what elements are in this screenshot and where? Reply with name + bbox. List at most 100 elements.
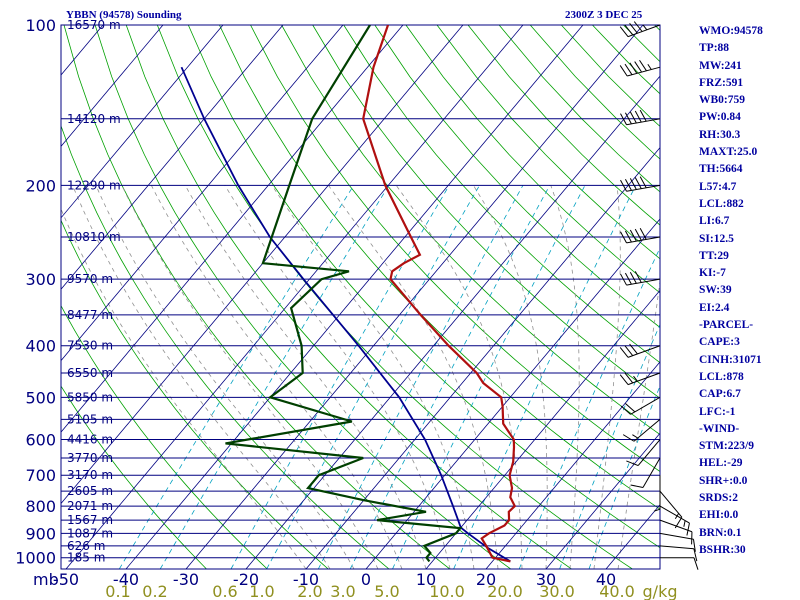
dry-adiabat bbox=[61, 385, 207, 569]
wind-barb bbox=[619, 59, 661, 77]
index-item: FRZ:591 bbox=[699, 76, 744, 89]
profile-lines bbox=[180, 25, 517, 563]
dry-adiabat bbox=[281, 25, 660, 436]
wind-barb-half-feather bbox=[653, 508, 661, 512]
moist-adiabat bbox=[473, 185, 548, 569]
index-item: -WIND- bbox=[699, 422, 740, 435]
wind-barb-feather bbox=[634, 228, 642, 241]
dry-adiabat bbox=[219, 25, 660, 510]
dry-adiabat bbox=[436, 25, 660, 260]
dry-adiabat bbox=[125, 25, 572, 569]
mixing-ratio-line bbox=[392, 185, 586, 569]
wind-barb-staff bbox=[642, 457, 661, 488]
wind-barb-feather bbox=[634, 61, 643, 73]
wind-barb-feather bbox=[624, 24, 634, 36]
pressure-label: 200 bbox=[25, 176, 56, 195]
mixing-ratio-label: 0.6 bbox=[212, 582, 237, 600]
wind-barb-staff bbox=[630, 396, 661, 415]
sounding-indices: WMO:94578 TP:88 MW:241 FRZ:591 WB0:759 PW:0.8… bbox=[699, 23, 763, 559]
moist-adiabat bbox=[617, 278, 660, 569]
station-title: YBBN (94578) Sounding bbox=[66, 9, 182, 21]
height-label-top: 16570 m bbox=[67, 18, 121, 32]
height-label: 626 m bbox=[67, 539, 105, 553]
mixing-ratio-label: 20.0 bbox=[487, 582, 523, 600]
isotherm bbox=[305, 146, 660, 569]
isotherm bbox=[425, 289, 660, 569]
wind-barb bbox=[620, 228, 661, 244]
index-item: L57:4.7 bbox=[699, 180, 737, 193]
isotherm bbox=[61, 25, 224, 219]
wind-barb-feather bbox=[619, 26, 629, 37]
background-lines bbox=[61, 25, 660, 569]
wind-barb bbox=[620, 109, 661, 126]
index-item: TP:88 bbox=[699, 42, 730, 55]
height-label: 3770 m bbox=[67, 451, 113, 465]
height-label: 1087 m bbox=[67, 526, 113, 540]
mixing-ratio-line bbox=[588, 385, 660, 569]
wind-barb-feather bbox=[692, 539, 696, 552]
height-label: 5105 m bbox=[67, 412, 113, 426]
axis-ticks bbox=[60, 24, 661, 570]
wind-barb-feather bbox=[624, 179, 632, 191]
wind-barb bbox=[659, 505, 690, 536]
height-label: 1567 m bbox=[67, 513, 113, 527]
temperature-label: 20 bbox=[476, 570, 496, 589]
index-item: HEL:-29 bbox=[699, 457, 743, 470]
wind-barb-half-feather bbox=[642, 24, 648, 31]
mixing-ratio-line bbox=[118, 185, 355, 569]
temperature-label: -50 bbox=[53, 570, 79, 589]
wind-barb-feather bbox=[624, 63, 633, 75]
height-label: 5850 m bbox=[67, 390, 113, 404]
isotherm bbox=[61, 25, 404, 433]
index-item: MAXT:25.0 bbox=[699, 146, 758, 159]
wind-barb bbox=[619, 21, 661, 38]
height-label: 10810 m bbox=[67, 230, 121, 244]
wind-barb-staff bbox=[626, 184, 661, 192]
index-item: MW:241 bbox=[699, 59, 742, 72]
wind-barb-staff bbox=[633, 419, 661, 442]
mixing-ratio-line bbox=[518, 247, 660, 569]
wind-barb bbox=[630, 457, 661, 488]
wind-barb-staff bbox=[626, 236, 661, 244]
height-label: 3170 m bbox=[67, 468, 113, 482]
moist-adiabat bbox=[61, 208, 307, 569]
wind-barb-feather bbox=[620, 113, 627, 125]
index-item: SW:39 bbox=[699, 284, 732, 297]
wind-barb-staff bbox=[626, 118, 661, 126]
dry-adiabat bbox=[61, 304, 268, 569]
index-item: BSHR:30 bbox=[699, 543, 746, 556]
mixing-ratio-label: 0.1 bbox=[105, 582, 130, 600]
mixing-ratio-label: 3.0 bbox=[330, 582, 355, 600]
temperature-label: 10 bbox=[416, 570, 436, 589]
index-item: PW:0.84 bbox=[699, 111, 741, 124]
pressure-label: 600 bbox=[25, 431, 56, 450]
wind-barb-feather bbox=[622, 434, 635, 442]
mixing-ratio-label: 2.0 bbox=[297, 582, 322, 600]
index-item: EI:2.4 bbox=[699, 301, 730, 314]
mixing-ratio-label: 5.0 bbox=[374, 582, 399, 600]
wind-barb-staff bbox=[659, 545, 694, 550]
wind-barb-feather bbox=[686, 522, 690, 536]
wind-barb bbox=[660, 557, 699, 570]
height-label: 14120 m bbox=[67, 112, 121, 126]
moist-adiabat bbox=[72, 185, 331, 569]
wind-barb-half-feather bbox=[674, 513, 680, 520]
height-label: 4416 m bbox=[67, 433, 113, 447]
moist-adiabat bbox=[151, 185, 403, 569]
wind-barb-feather bbox=[619, 374, 629, 385]
wind-barb bbox=[620, 176, 661, 192]
moist-adiabat bbox=[224, 185, 451, 569]
wind-barb-feather bbox=[639, 228, 647, 240]
mixing-ratio-label: 0.2 bbox=[142, 582, 167, 600]
moist-adiabat bbox=[184, 185, 427, 569]
pressure-label: 300 bbox=[25, 270, 56, 289]
wind-barb-staff bbox=[659, 490, 683, 518]
wind-barb-feather bbox=[625, 403, 636, 413]
wind-barb bbox=[659, 490, 683, 529]
wind-barb-feather bbox=[624, 345, 634, 356]
pressure-label: 800 bbox=[25, 497, 56, 516]
wind-barb bbox=[620, 271, 661, 286]
index-item: SHR+:0.0 bbox=[699, 474, 748, 487]
